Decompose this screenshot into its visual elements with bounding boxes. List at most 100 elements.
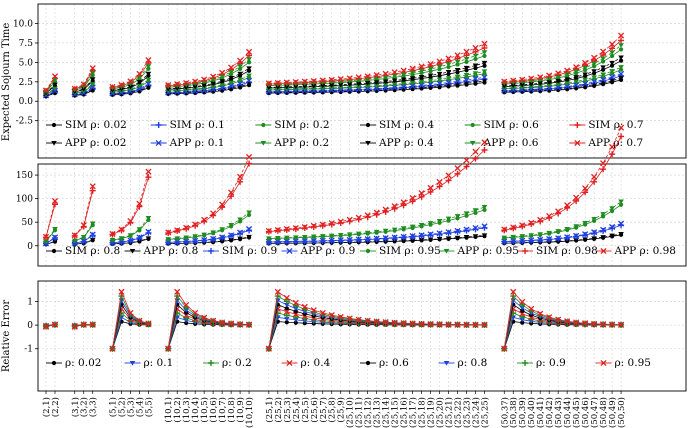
data-point	[183, 301, 190, 309]
data-point	[89, 231, 96, 238]
data-point	[436, 321, 443, 328]
data-point	[454, 74, 461, 80]
legend-entry: SIM ρ: 0.4	[360, 119, 434, 131]
legend-marker	[522, 248, 528, 254]
series-line	[504, 201, 622, 238]
data-point	[618, 55, 624, 61]
data-point	[174, 86, 180, 91]
data-point	[355, 74, 362, 81]
data-point	[301, 86, 308, 92]
data-point	[555, 229, 561, 234]
data-point	[310, 307, 317, 314]
y-tick-label: 50	[22, 218, 34, 228]
y-tick-label: 0	[27, 321, 33, 331]
legend-label: SIM ρ: 0.6	[484, 119, 539, 131]
data-point	[555, 70, 562, 77]
data-point	[445, 321, 452, 328]
data-point	[573, 82, 580, 89]
series-line	[168, 51, 250, 86]
data-point	[328, 76, 335, 83]
data-point	[573, 79, 579, 85]
data-point	[136, 200, 143, 207]
data-point	[537, 310, 544, 317]
data-point	[337, 85, 344, 91]
y-tick-label: -2.5	[16, 117, 34, 127]
data-point	[445, 172, 452, 179]
legend-entry: ρ: 0.02	[46, 357, 101, 369]
data-point	[519, 301, 526, 308]
series-line	[168, 61, 250, 88]
data-point	[400, 320, 407, 327]
data-point	[591, 236, 597, 241]
data-point	[481, 60, 488, 66]
data-point	[382, 70, 389, 77]
data-point	[373, 235, 380, 242]
x-tick-label: (25,16)	[399, 397, 410, 428]
data-point	[391, 78, 398, 84]
data-point	[219, 74, 225, 79]
data-point	[382, 84, 389, 92]
data-point	[355, 316, 362, 323]
legend-label: SIM ρ: 0.98	[536, 245, 598, 257]
legend-marker	[365, 122, 371, 128]
series-line	[168, 212, 250, 240]
data-point	[436, 236, 443, 242]
data-point	[519, 234, 526, 239]
data-point	[265, 345, 272, 352]
data-point	[409, 320, 416, 327]
data-point	[520, 320, 525, 325]
data-point	[355, 214, 362, 221]
data-point	[555, 74, 561, 80]
data-point	[284, 316, 290, 322]
data-point	[573, 238, 579, 243]
data-point	[510, 234, 517, 240]
data-point	[51, 234, 59, 241]
data-point	[436, 178, 443, 185]
data-point	[301, 78, 308, 85]
data-point	[445, 229, 452, 236]
data-point	[210, 84, 216, 90]
data-point	[618, 37, 625, 44]
y-tick-label: 1	[27, 298, 33, 308]
legend-marker	[129, 361, 136, 366]
data-point	[118, 236, 125, 241]
data-point	[283, 294, 290, 301]
data-point	[400, 72, 407, 77]
data-point	[591, 178, 598, 185]
data-point	[136, 317, 143, 324]
data-point	[546, 315, 553, 322]
legend-entry: SIM ρ: 0.7	[569, 119, 644, 131]
x-tick-label: (25,8)	[327, 397, 338, 423]
legend-label: ρ: 0.9	[536, 357, 566, 369]
data-point	[564, 81, 570, 86]
x-axis-tick-labels: (2,1)(2,2) (3,1)(3,2)(3,3) (5,1)(5,2)(5,3)…	[41, 391, 627, 428]
series-line	[168, 75, 250, 91]
x-tick-label: (25,22)	[453, 397, 464, 428]
data-point	[319, 234, 326, 239]
data-point	[618, 70, 625, 77]
data-point	[174, 236, 180, 241]
legend-label: SIM ρ: 0.95	[379, 245, 441, 257]
data-point	[573, 75, 579, 80]
data-point	[418, 63, 425, 70]
data-point	[409, 198, 416, 205]
y-tick-label: 7.5	[19, 39, 34, 49]
data-point	[43, 239, 49, 244]
data-point	[364, 73, 371, 80]
data-point	[52, 82, 58, 88]
data-point	[573, 64, 580, 71]
data-point	[89, 221, 96, 227]
legend-marker	[51, 141, 57, 146]
data-point	[292, 78, 299, 86]
legend-label: ρ: 0.02	[65, 357, 101, 369]
data-point	[228, 222, 234, 228]
data-point	[472, 75, 479, 82]
x-tick-label: (50,38)	[508, 397, 519, 428]
data-point	[427, 188, 434, 195]
data-point	[42, 233, 50, 240]
x-tick-label: (25,12)	[363, 397, 374, 428]
data-point	[501, 235, 508, 241]
legend-entry: APP ρ: 0.9	[281, 245, 355, 257]
data-point	[274, 238, 281, 245]
data-point	[145, 77, 152, 83]
